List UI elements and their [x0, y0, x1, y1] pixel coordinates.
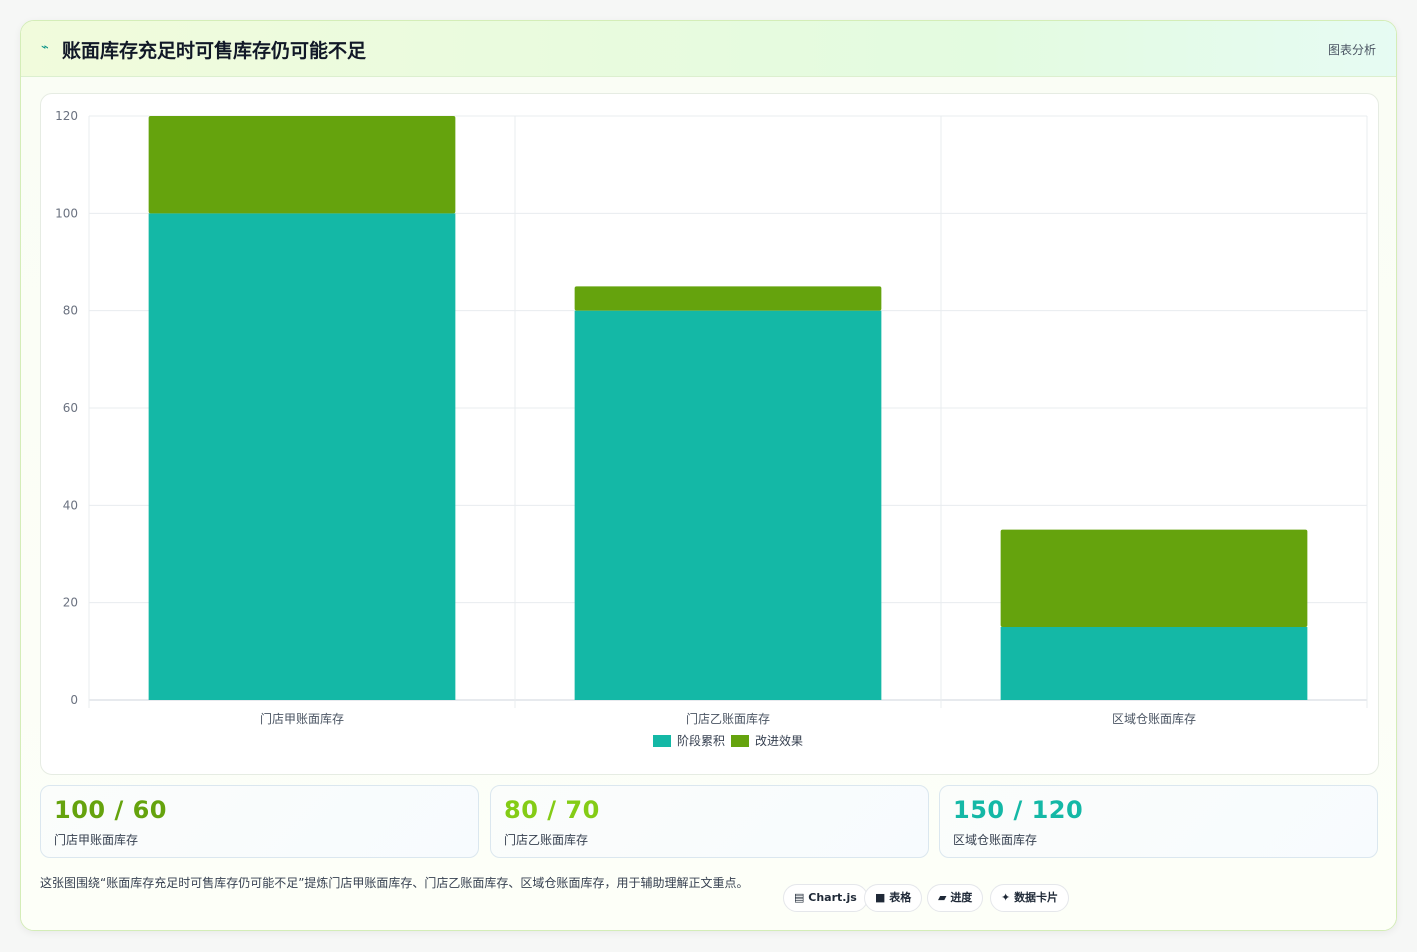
stat-cards: 100 / 60 门店甲账面库存 80 / 70 门店乙账面库存 150 / 1… [40, 785, 1379, 858]
y-tick-label: 100 [55, 206, 78, 220]
bar-segment [148, 116, 456, 214]
y-tick-label: 20 [63, 596, 78, 610]
chart-description: 这张图围绕“账面库存充足时可售库存仍可能不足”提炼门店甲账面库存、门店乙账面库存… [40, 876, 749, 890]
legend-label: 改进效果 [755, 733, 803, 748]
chip-label: 表格 [889, 891, 912, 904]
bar-segment [1000, 627, 1308, 700]
legend-label: 阶段累积 [677, 733, 725, 748]
bar-chart: 0 20 40 60 80 100 120 门店甲账面库存 门店乙账面库存 区域仓账面库存阶段累积… [55, 109, 1368, 748]
chip-data-card[interactable]: ✦ 数据卡片 [990, 884, 1070, 912]
stat-value: 100 / 60 [54, 796, 167, 824]
chip-label: Chart.js [808, 891, 857, 904]
x-tick-label: 门店甲账面库存 [260, 711, 344, 726]
legend-swatch [653, 735, 671, 747]
bar-segment [148, 213, 456, 700]
card-title: 账面库存充足时可售库存仍可能不足 [62, 40, 367, 62]
bar-segment [574, 286, 882, 311]
y-tick-label: 120 [55, 109, 78, 123]
chip-chartjs[interactable]: ▤ Chart.js [783, 884, 868, 912]
chip-table[interactable]: ■ 表格 [864, 884, 923, 912]
chip-label: 数据卡片 [1014, 891, 1059, 904]
stat-card: 80 / 70 门店乙账面库存 [490, 785, 929, 858]
y-tick-label: 0 [70, 693, 78, 707]
trend-icon: ⌁ [41, 40, 49, 55]
card-tag: 图表分析 [1327, 43, 1376, 57]
y-tick-label: 80 [63, 304, 78, 318]
table-icon: ■ [875, 891, 886, 904]
stat-card: 150 / 120 区域仓账面库存 [939, 785, 1378, 858]
sparkle-icon: ✦ [1001, 891, 1011, 904]
stat-card: 100 / 60 门店甲账面库存 [40, 785, 479, 858]
x-tick-label: 区域仓账面库存 [1112, 711, 1196, 726]
chart-card: ⌁ 账面库存充足时可售库存仍可能不足 图表分析 0 20 40 60 80 100 120 门… [20, 20, 1397, 931]
y-tick-label: 60 [63, 401, 78, 415]
chart-icon: ▤ [794, 891, 805, 904]
stat-value: 80 / 70 [504, 796, 600, 824]
stat-value: 150 / 120 [953, 796, 1084, 824]
legend-swatch [731, 735, 749, 747]
progress-icon: ▰ [938, 891, 947, 904]
bar-segment [1000, 529, 1308, 627]
stat-label: 区域仓账面库存 [953, 833, 1038, 847]
stat-label: 门店甲账面库存 [54, 833, 139, 847]
chip-label: 进度 [950, 891, 973, 904]
y-tick-label: 40 [63, 498, 78, 512]
stat-label: 门店乙账面库存 [504, 833, 589, 847]
card-header: ⌁ 账面库存充足时可售库存仍可能不足 图表分析 [21, 21, 1396, 77]
bar-segment [574, 310, 882, 700]
card-body: 0 20 40 60 80 100 120 门店甲账面库存 门店乙账面库存 区域仓账面库存 阶段累积… [21, 77, 1396, 930]
chart-panel: 0 20 40 60 80 100 120 门店甲账面库存 门店乙账面库存 区域仓账面库存阶段累积… [40, 93, 1379, 775]
chip-progress[interactable]: ▰ 进度 [927, 884, 984, 912]
x-tick-label: 门店乙账面库存 [686, 711, 770, 726]
